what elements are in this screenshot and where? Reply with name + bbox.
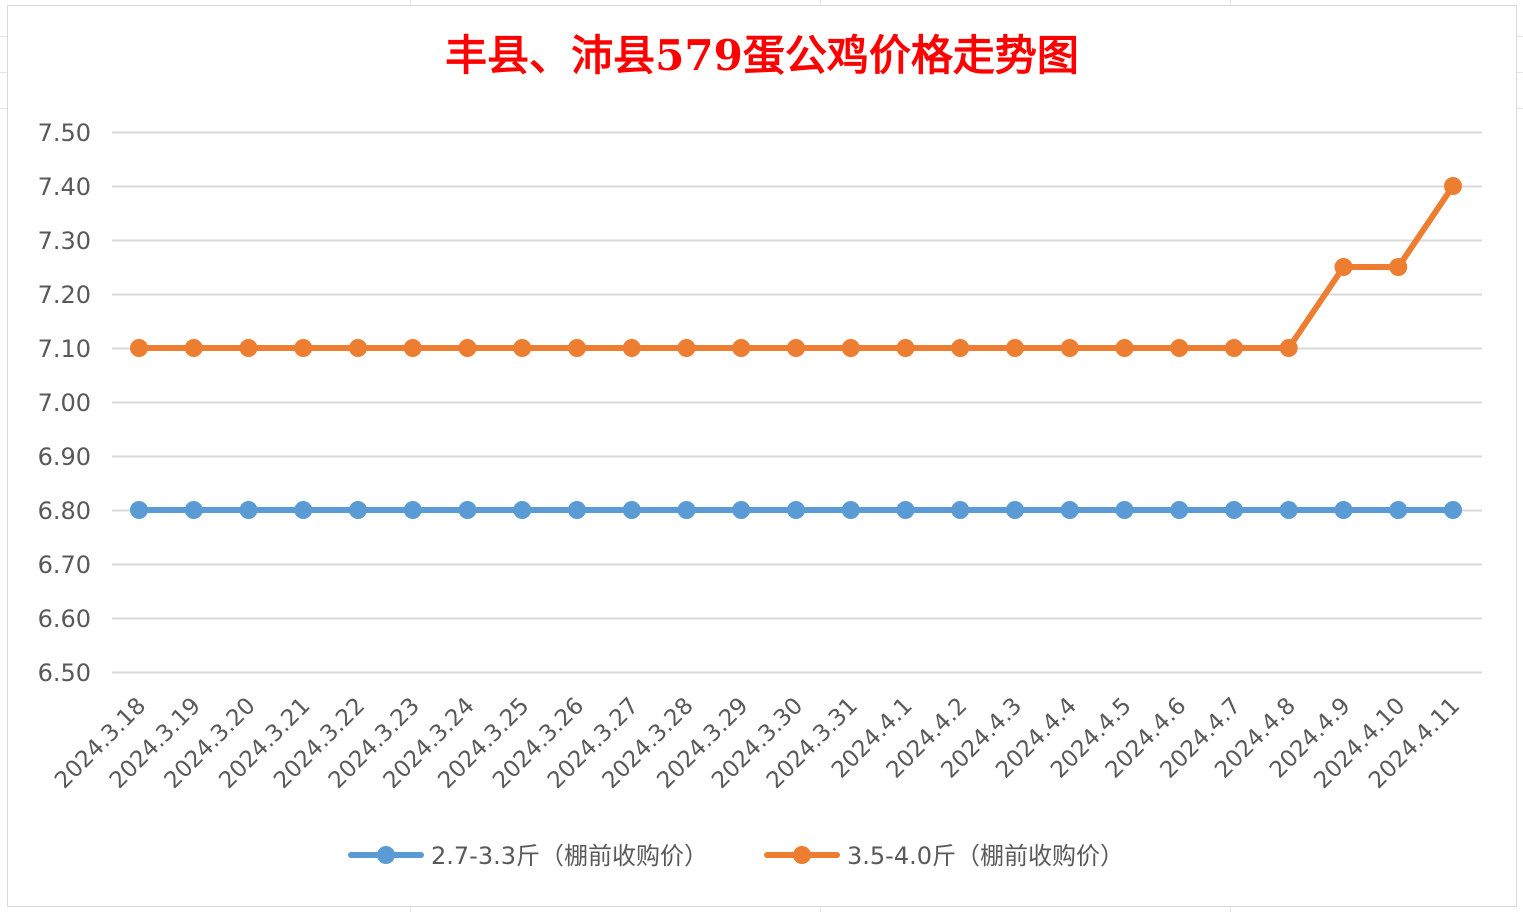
data-point[interactable] (403, 501, 422, 519)
y-tick-label: 6.60 (38, 605, 91, 633)
data-point[interactable] (349, 339, 367, 357)
data-point[interactable] (458, 501, 477, 519)
legend-label: 3.5-4.0斤（棚前收购价） (847, 842, 1124, 870)
y-tick-label: 7.50 (38, 119, 91, 147)
data-point[interactable] (787, 501, 805, 519)
data-point[interactable] (677, 339, 696, 357)
data-point[interactable] (130, 501, 148, 519)
data-point[interactable] (732, 501, 751, 519)
data-point[interactable] (1115, 339, 1134, 357)
data-point[interactable] (1279, 501, 1298, 519)
data-point[interactable] (1389, 258, 1408, 276)
y-tick-label: 6.70 (38, 551, 91, 579)
data-point[interactable] (458, 339, 477, 357)
y-tick-label: 7.30 (38, 227, 91, 255)
y-tick-label: 6.90 (38, 443, 91, 471)
line-chart: 6.50 6.60 6.70 6.80 6.90 7.00 7.10 7.20 7.30 7.40… (38, 119, 1482, 870)
data-point[interactable] (622, 501, 641, 519)
data-point[interactable] (1006, 501, 1024, 519)
data-point[interactable] (951, 501, 970, 519)
y-tick-label: 6.80 (38, 497, 91, 525)
data-point[interactable] (1060, 501, 1079, 519)
legend-label: 2.7-3.3斤（棚前收购价） (431, 842, 708, 870)
data-point[interactable] (841, 501, 860, 519)
data-point[interactable] (841, 339, 860, 357)
data-point[interactable] (184, 339, 203, 357)
data-point[interactable] (896, 501, 915, 519)
data-point[interactable] (568, 339, 586, 357)
data-point[interactable] (1444, 501, 1462, 519)
y-tick-label: 7.10 (38, 335, 91, 363)
data-point[interactable] (1006, 339, 1024, 357)
data-point[interactable] (787, 339, 805, 357)
data-point[interactable] (568, 501, 586, 519)
chart-area[interactable]: 丰县、沛县579蛋公鸡价格走势图 6.50 6.60 6.70 6.80 6.90 7.0… (7, 5, 1517, 907)
chart-title: 丰县、沛县579蛋公鸡价格走势图 (445, 31, 1079, 80)
data-point[interactable] (1170, 339, 1189, 357)
gridlines (112, 131, 1482, 674)
data-point[interactable] (1115, 501, 1134, 519)
legend-item-1[interactable]: 2.7-3.3斤（棚前收购价） (348, 842, 708, 870)
data-point[interactable] (513, 501, 532, 519)
data-point[interactable] (239, 339, 258, 357)
legend-marker (793, 846, 811, 864)
data-point[interactable] (1225, 501, 1243, 519)
data-point[interactable] (732, 339, 751, 357)
data-point[interactable] (677, 501, 696, 519)
data-point[interactable] (1334, 258, 1353, 276)
data-point[interactable] (513, 339, 532, 357)
y-tick-label: 7.40 (38, 173, 91, 201)
data-point[interactable] (349, 501, 367, 519)
data-point[interactable] (1389, 501, 1408, 519)
data-point[interactable] (1279, 339, 1298, 357)
data-point[interactable] (294, 501, 313, 519)
y-tick-label: 6.50 (38, 659, 91, 687)
y-tick-label: 7.20 (38, 281, 91, 309)
data-point[interactable] (1334, 501, 1353, 519)
data-point[interactable] (622, 339, 641, 357)
data-point[interactable] (294, 339, 313, 357)
data-point[interactable] (1225, 339, 1243, 357)
data-point[interactable] (896, 339, 915, 357)
legend-marker (377, 846, 395, 864)
data-point[interactable] (403, 339, 422, 357)
legend: 2.7-3.3斤（棚前收购价） 3.5-4.0斤（棚前收购价） (348, 842, 1124, 870)
data-point[interactable] (130, 339, 148, 357)
x-axis-labels: 2024.3.182024.3.192024.3.202024.3.212024… (50, 693, 1465, 794)
y-tick-label: 7.00 (38, 389, 91, 417)
series-line-2 (136, 183, 1456, 351)
y-axis-labels: 6.50 6.60 6.70 6.80 6.90 7.00 7.10 7.20 7.30 7.40… (38, 119, 91, 687)
data-point[interactable] (1444, 177, 1462, 195)
data-point[interactable] (239, 501, 258, 519)
legend-item-2[interactable]: 3.5-4.0斤（棚前收购价） (764, 842, 1124, 870)
series-lines (130, 177, 1462, 519)
data-point[interactable] (184, 501, 203, 519)
data-point[interactable] (951, 339, 970, 357)
data-point[interactable] (1060, 339, 1079, 357)
data-point[interactable] (1170, 501, 1189, 519)
